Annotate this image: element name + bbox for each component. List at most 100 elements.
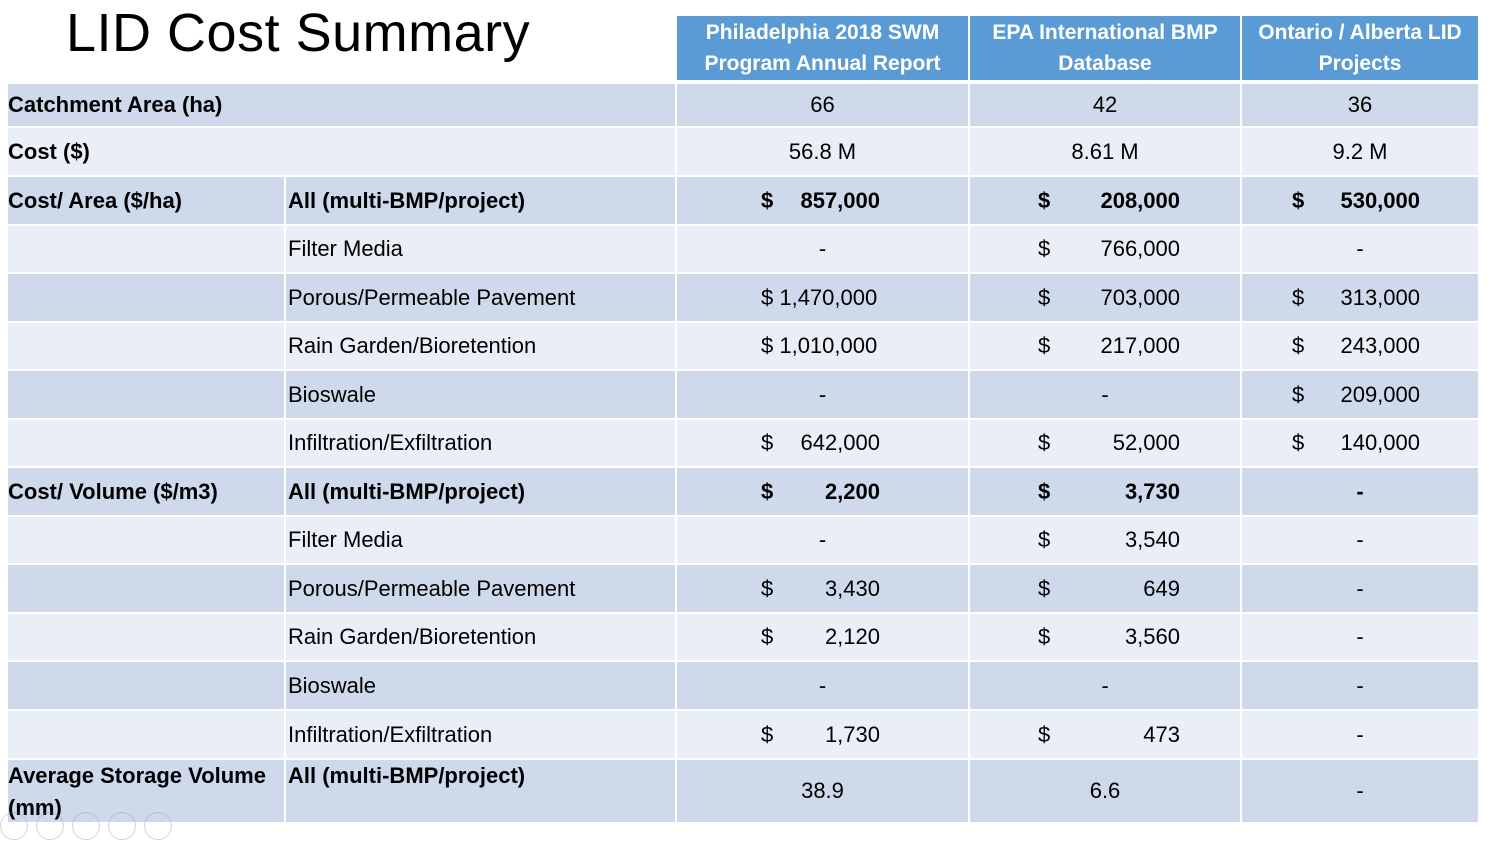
row-label: Cost ($) (8, 128, 675, 175)
value-cell: 6.6 (970, 760, 1240, 822)
amount: 642,000 (800, 430, 880, 455)
value-text: 8.61 M (1071, 138, 1139, 164)
amount: 2,120 (824, 624, 880, 649)
value-text: 6.6 (1089, 778, 1121, 803)
value-cell: $313,000 (1242, 274, 1478, 321)
value-cell: $642,000 (677, 420, 968, 466)
amount: 766,000 (1100, 236, 1180, 261)
value-text: - (818, 672, 827, 698)
more-icon[interactable] (144, 812, 172, 840)
row-sublabel-text: Filter Media (288, 236, 403, 261)
currency-symbol: $ (1038, 478, 1051, 504)
row-sublabel: Porous/Permeable Pavement (286, 274, 675, 321)
slides-icon[interactable] (72, 812, 100, 840)
currency-symbol: $ (761, 187, 774, 213)
row-sublabel-text: Filter Media (288, 527, 403, 552)
value-cell: 36 (1242, 84, 1478, 126)
value-text: 9.2 M (1332, 138, 1388, 164)
value-text: - (1356, 478, 1364, 504)
amount: 649 (1143, 575, 1180, 601)
amount: 3,430 (824, 575, 880, 601)
value-cell: 38.9 (677, 760, 968, 822)
amount: 140,000 (1340, 430, 1420, 455)
currency-symbol: $ (1292, 333, 1305, 358)
amount: 313,000 (1340, 284, 1420, 310)
row-sublabel: Infiltration/Exfiltration (286, 420, 675, 466)
currency-symbol: $ (761, 430, 774, 455)
value-cell: - (1242, 517, 1478, 563)
row-sublabel: Porous/Permeable Pavement (286, 565, 675, 612)
value-cell: - (970, 371, 1240, 418)
row-sublabel: Rain Garden/Bioretention (286, 323, 675, 369)
row-label-text: Cost/ Volume ($/m3) (8, 478, 218, 504)
value-cell: $243,000 (1242, 323, 1478, 369)
value-cell: $209,000 (1242, 371, 1478, 418)
value-cell: $217,000 (970, 323, 1240, 369)
value-text: - (1356, 575, 1364, 601)
currency-symbol: $ (1038, 333, 1051, 358)
previous-icon[interactable] (0, 812, 28, 840)
value-cell: $857,000 (677, 177, 968, 224)
row-label (8, 274, 284, 321)
currency-symbol: $ (1292, 430, 1305, 455)
currency-symbol: $ (1292, 284, 1305, 310)
row-sublabel-text: All (multi-BMP/project) (288, 478, 526, 504)
value-cell: $2,120 (677, 614, 968, 660)
next-icon[interactable] (36, 812, 64, 840)
value-cell: - (1242, 468, 1478, 515)
row-sublabel: Filter Media (286, 226, 675, 272)
amount: 52,000 (1112, 430, 1180, 455)
value-cell: - (1242, 662, 1478, 709)
value-text: - (1356, 672, 1364, 698)
value-cell: 56.8 M (677, 128, 968, 175)
row-label (8, 711, 284, 758)
row-label (8, 371, 284, 418)
amount: 217,000 (1100, 333, 1180, 358)
currency-symbol: $ (761, 721, 774, 747)
value-cell: 9.2 M (1242, 128, 1478, 175)
row-sublabel-text: All (multi-BMP/project) (288, 187, 526, 213)
row-sublabel: Bioswale (286, 662, 675, 709)
row-label-text: Cost/ Area ($/ha) (8, 187, 183, 213)
value-cell: $766,000 (970, 226, 1240, 272)
value-cell: $52,000 (970, 420, 1240, 466)
amount: 473 (1143, 721, 1180, 747)
row-label (8, 517, 284, 563)
amount: 243,000 (1340, 333, 1420, 358)
row-sublabel: Rain Garden/Bioretention (286, 614, 675, 660)
currency-symbol: $ (1038, 575, 1051, 601)
value-text: 38.9 (801, 778, 844, 803)
currency-symbol: $ (1292, 381, 1305, 407)
currency-symbol: $ (761, 575, 774, 601)
row-label (8, 226, 284, 272)
amount: 208,000 (1100, 187, 1180, 213)
value-cell: $530,000 (1242, 177, 1478, 224)
row-sublabel-text: Bioswale (288, 672, 377, 698)
value-cell: $140,000 (1242, 420, 1478, 466)
row-sublabel: All (multi-BMP/project) (286, 468, 675, 515)
currency-symbol: $ (1038, 527, 1051, 552)
value-cell: - (677, 517, 968, 563)
value-cell: $3,560 (970, 614, 1240, 660)
row-sublabel-text: Bioswale (288, 381, 377, 407)
value-cell: - (1242, 760, 1478, 822)
value-text: 66 (810, 92, 835, 117)
slide-nav-controls[interactable] (0, 812, 230, 840)
row-label-text: Cost ($) (8, 138, 90, 164)
value-text: $ 1,470,000 (761, 284, 878, 310)
row-sublabel-text: All (multi-BMP/project) (288, 763, 526, 788)
value-cell: - (677, 371, 968, 418)
value-cell: - (1242, 226, 1478, 272)
value-cell: $1,730 (677, 711, 968, 758)
row-sublabel-text: Rain Garden/Bioretention (288, 624, 537, 649)
value-cell: $649 (970, 565, 1240, 612)
amount: 530,000 (1340, 187, 1420, 213)
column-header: Philadelphia 2018 SWM Program Annual Rep… (677, 16, 968, 80)
row-sublabel: All (multi-BMP/project) (286, 760, 675, 822)
row-sublabel-text: Porous/Permeable Pavement (288, 575, 576, 601)
currency-symbol: $ (1038, 624, 1051, 649)
zoom-icon[interactable] (108, 812, 136, 840)
value-text: - (1356, 236, 1364, 261)
value-text: 56.8 M (788, 138, 857, 164)
value-cell: 42 (970, 84, 1240, 126)
